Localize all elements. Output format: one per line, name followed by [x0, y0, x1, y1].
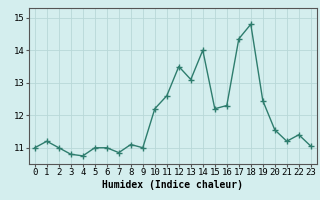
X-axis label: Humidex (Indice chaleur): Humidex (Indice chaleur) — [102, 180, 243, 190]
